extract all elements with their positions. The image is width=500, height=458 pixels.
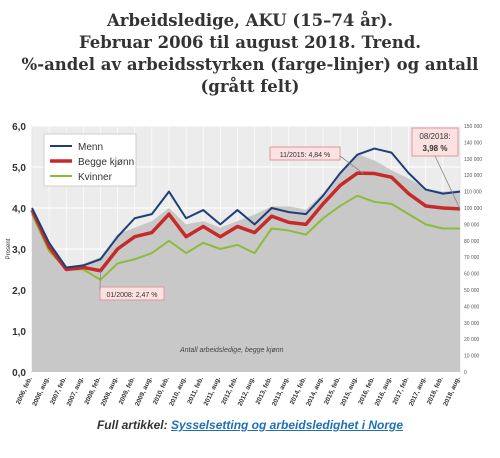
y-tick-label: 5,0 bbox=[12, 163, 26, 174]
y-axis-label: Prosent bbox=[6, 238, 12, 259]
x-tick-label: 2008, aug. bbox=[100, 376, 120, 408]
chart-title: Arbeidsledige, AKU (15–74 år). Februar 2… bbox=[0, 10, 500, 98]
annotation-peak: 11/2015: 4,84 % bbox=[280, 152, 330, 159]
y2-tick-label: 80 000 bbox=[464, 239, 480, 245]
x-tick-label: 2014, aug. bbox=[305, 376, 325, 408]
annotation-leader-latest bbox=[434, 155, 461, 209]
x-tick-label: 2017, feb. bbox=[392, 376, 411, 406]
y2-tick-label: 120 000 bbox=[464, 173, 482, 179]
antall-area bbox=[32, 153, 460, 372]
footer: Full artikkel: Sysselsetting og arbeidsl… bbox=[0, 418, 500, 432]
x-tick-label: 2007, aug. bbox=[66, 376, 86, 408]
y-tick-label: 6,0 bbox=[12, 122, 26, 133]
y2-tick-label: 140 000 bbox=[464, 140, 482, 146]
series-line-begge bbox=[30, 171, 461, 273]
x-tick-label: 2015, feb. bbox=[323, 376, 342, 406]
y2-tick-label: 130 000 bbox=[464, 157, 482, 163]
footer-label: Full artikkel: bbox=[96, 418, 168, 432]
x-tick-label: 2006, aug. bbox=[31, 376, 51, 408]
y-tick-label: 2,0 bbox=[12, 286, 26, 297]
title-line-1: Arbeidsledige, AKU (15–74 år). bbox=[106, 11, 394, 30]
annotation-low: 01/2008: 2,47 % bbox=[107, 292, 158, 299]
y2-tick-label: 110 000 bbox=[464, 190, 482, 196]
y2-tick-label: 0 bbox=[464, 370, 467, 376]
x-tick-label: 2015, aug. bbox=[339, 376, 359, 408]
x-tick-label: 2009, aug. bbox=[134, 376, 154, 408]
x-tick-label: 2012, aug. bbox=[237, 376, 257, 408]
x-tick-label: 2009, feb. bbox=[118, 376, 137, 406]
y-tick-label: 1,0 bbox=[12, 327, 26, 338]
x-tick-label: 2018, feb. bbox=[426, 376, 445, 406]
article-link[interactable]: Sysselsetting og arbeidsledighet i Norge bbox=[170, 418, 404, 432]
annotation-leader-peak bbox=[339, 155, 364, 174]
annotation-latest-value: 3,98 % bbox=[423, 144, 448, 153]
y-tick-label: 3,0 bbox=[12, 245, 26, 256]
x-tick-label: 2012, feb. bbox=[220, 376, 239, 406]
annotation-latest-date: 08/2018: bbox=[419, 132, 450, 141]
x-tick-label: 2010, feb. bbox=[152, 376, 171, 406]
title-line-4: (grått felt) bbox=[200, 77, 300, 96]
legend-label-begge: Begge kjønn bbox=[78, 157, 134, 168]
y2-tick-label: 150 000 bbox=[464, 124, 482, 130]
title-line-3: %-andel av arbeidsstyrken (farge-linjer)… bbox=[21, 55, 479, 74]
annotation-box-peak bbox=[269, 146, 341, 161]
x-tick-label: 2014, feb. bbox=[289, 376, 308, 406]
y2-tick-label: 10 000 bbox=[464, 354, 480, 360]
y2-tick-label: 60 000 bbox=[464, 272, 480, 278]
x-tick-label: 2016, feb. bbox=[357, 376, 376, 406]
x-tick-label: 2007, feb. bbox=[49, 376, 68, 406]
antall-label: Antall arbeidsledige, begge kjønn bbox=[179, 347, 284, 354]
series-line-kvinner bbox=[31, 194, 460, 281]
x-tick-label: 2013, aug. bbox=[271, 376, 291, 408]
x-tick-label: 2010, aug. bbox=[168, 376, 188, 408]
y2-tick-label: 50 000 bbox=[464, 288, 480, 294]
x-tick-label: 2006, feb. bbox=[15, 376, 34, 406]
annotation-box-low bbox=[99, 286, 165, 301]
legend-label-kvinner: Kvinner bbox=[78, 172, 113, 183]
x-tick-label: 2017, aug. bbox=[408, 376, 428, 408]
y2-tick-label: 90 000 bbox=[464, 222, 480, 228]
x-tick-label: 2016, aug. bbox=[374, 376, 394, 408]
y2-tick-label: 20 000 bbox=[464, 337, 480, 343]
y2-tick-label: 40 000 bbox=[464, 304, 480, 310]
y-tick-label: 0,0 bbox=[12, 368, 26, 379]
x-tick-label: 2011, feb. bbox=[186, 376, 205, 406]
legend-label-menn: Menn bbox=[78, 142, 103, 153]
y2-tick-label: 70 000 bbox=[464, 255, 480, 261]
y2-tick-label: 30 000 bbox=[464, 321, 480, 327]
x-tick-label: 2018, aug. bbox=[442, 376, 462, 408]
y-tick-label: 4,0 bbox=[12, 204, 26, 215]
y2-tick-label: 100 000 bbox=[464, 206, 482, 212]
x-tick-label: 2008, feb. bbox=[83, 376, 102, 406]
x-tick-label: 2013, feb. bbox=[255, 376, 274, 406]
line-chart: 0,0 1,0 2,0 3,0 4,0 5,0 6,0 Prosent 0 10 000 20 00… bbox=[6, 122, 482, 408]
title-line-2: Februar 2006 til august 2018. Trend. bbox=[78, 33, 422, 52]
series-line-menn bbox=[31, 147, 461, 269]
x-tick-label: 2011, aug. bbox=[203, 376, 223, 407]
